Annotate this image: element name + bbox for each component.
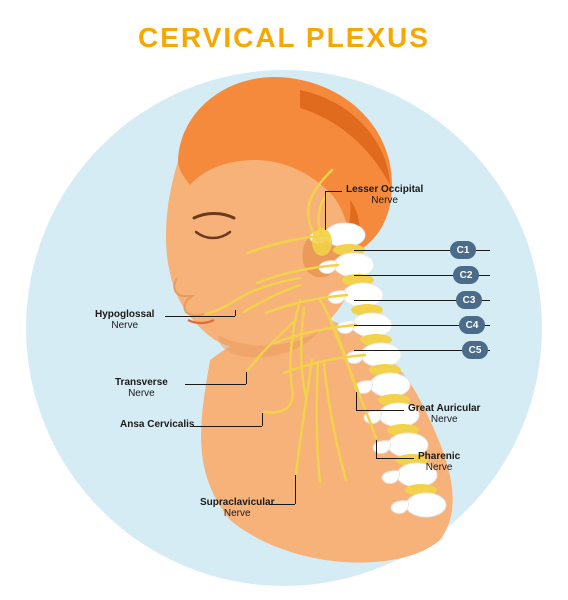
leader bbox=[246, 372, 247, 384]
leader bbox=[325, 191, 342, 192]
leader bbox=[262, 413, 263, 426]
leader bbox=[376, 440, 377, 458]
label-ansa: Ansa Cervicalis bbox=[120, 420, 195, 431]
leader bbox=[185, 384, 246, 385]
vertebra-label-c5: C5 bbox=[462, 341, 488, 359]
label-transverse: TransverseNerve bbox=[115, 378, 168, 399]
leader bbox=[376, 458, 414, 459]
leader bbox=[295, 475, 296, 504]
leader bbox=[235, 310, 236, 316]
leader bbox=[270, 504, 295, 505]
leader bbox=[356, 410, 404, 411]
label-great-auricular: Great AuricularNerve bbox=[408, 404, 480, 425]
vertebra-label-c1: C1 bbox=[450, 241, 476, 259]
vertebra-label-c3: C3 bbox=[456, 291, 482, 309]
diagram-title: CERVICAL PLEXUS bbox=[0, 22, 568, 54]
leader bbox=[356, 392, 357, 410]
leader bbox=[165, 316, 235, 317]
vertebra-label-c4: C4 bbox=[459, 316, 485, 334]
diagram-stage: CERVICAL PLEXUS C1 C2 C3 C4 C5 HypoglossalNer… bbox=[0, 0, 568, 600]
leader bbox=[190, 426, 262, 427]
label-pharenic: PharenicNerve bbox=[418, 452, 460, 473]
leader bbox=[325, 191, 326, 230]
label-lesser-occipital: Lesser OccipitalNerve bbox=[346, 185, 423, 206]
label-supraclavicular: SupraclavicularNerve bbox=[200, 498, 274, 519]
label-hypoglossal: HypoglossalNerve bbox=[95, 310, 154, 331]
vertebra-label-c2: C2 bbox=[453, 266, 479, 284]
